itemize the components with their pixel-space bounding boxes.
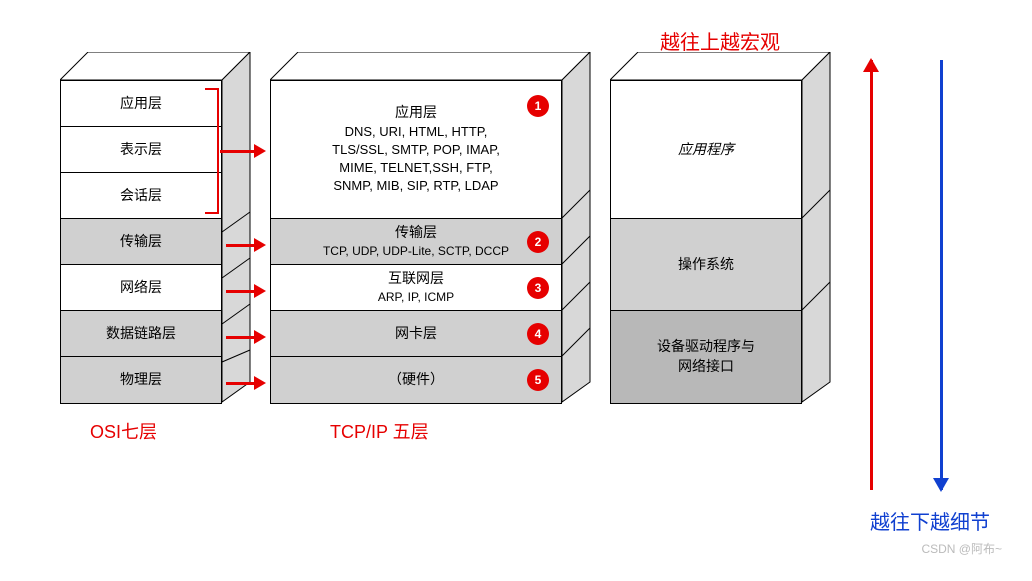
tcpip-layer-nic: 网卡层 4	[271, 311, 561, 357]
arrow-to-hw	[226, 376, 266, 390]
tcpip-front: 应用层 DNS, URI, HTML, HTTP, TLS/SSL, SMTP,…	[270, 80, 562, 404]
tcpip-caption: TCP/IP 五层	[330, 418, 429, 444]
badge-1: 1	[527, 95, 549, 117]
blue-down-arrow	[940, 60, 943, 490]
tcpip-app-title: 应用层	[395, 103, 437, 123]
sys-layer-app: 应用程序	[611, 81, 801, 219]
arrow-to-internet	[226, 284, 266, 298]
badge-5: 5	[527, 369, 549, 391]
osi-column: 应用层 表示层 会话层 传输层 网络层 数据链路层 物理层	[60, 80, 222, 404]
osi-caption: OSI七层	[90, 418, 157, 444]
network-layers-diagram: 应用层 表示层 会话层 传输层 网络层 数据链路层 物理层 应用层 DNS, U…	[20, 20, 1012, 561]
osi-front: 应用层 表示层 会话层 传输层 网络层 数据链路层 物理层	[60, 80, 222, 404]
arrow-bracket-to-app	[220, 144, 266, 158]
tcpip-column: 应用层 DNS, URI, HTML, HTTP, TLS/SSL, SMTP,…	[270, 80, 562, 404]
tcpip-transport-protocols: TCP, UDP, UDP-Lite, SCTP, DCCP	[323, 243, 509, 260]
bracket-top3	[205, 88, 219, 214]
tcpip-layer-app: 应用层 DNS, URI, HTML, HTTP, TLS/SSL, SMTP,…	[271, 81, 561, 219]
osi-layer-presentation: 表示层	[61, 127, 221, 173]
tcpip-internet-protocols: ARP, IP, ICMP	[378, 289, 454, 306]
badge-3: 3	[527, 277, 549, 299]
tcpip-app-protocols: DNS, URI, HTML, HTTP, TLS/SSL, SMTP, POP…	[332, 123, 500, 196]
sys-layer-os: 操作系统	[611, 219, 801, 311]
osi-layer-physical: 物理层	[61, 357, 221, 403]
tcpip-layer-internet: 互联网层 ARP, IP, ICMP 3	[271, 265, 561, 311]
system-column: 应用程序 操作系统 设备驱动程序与 网络接口	[610, 80, 802, 404]
arrow-to-nic	[226, 330, 266, 344]
tcpip-layer-hw: （硬件） 5	[271, 357, 561, 403]
osi-layer-transport: 传输层	[61, 219, 221, 265]
osi-layer-session: 会话层	[61, 173, 221, 219]
osi-layer-datalink: 数据链路层	[61, 311, 221, 357]
sys-layer-driver: 设备驱动程序与 网络接口	[611, 311, 801, 403]
bottom-annotation: 越往下越细节	[870, 506, 990, 535]
osi-layer-app: 应用层	[61, 81, 221, 127]
tcpip-transport-title: 传输层	[395, 223, 437, 243]
arrow-to-transport	[226, 238, 266, 252]
red-up-arrow	[870, 60, 873, 490]
tcpip-internet-title: 互联网层	[388, 269, 444, 289]
badge-4: 4	[527, 323, 549, 345]
badge-2: 2	[527, 231, 549, 253]
top-annotation: 越往上越宏观	[660, 26, 780, 55]
osi-layer-network: 网络层	[61, 265, 221, 311]
tcpip-layer-transport: 传输层 TCP, UDP, UDP-Lite, SCTP, DCCP 2	[271, 219, 561, 265]
watermark: CSDN @阿布~	[921, 540, 1002, 557]
sys-front: 应用程序 操作系统 设备驱动程序与 网络接口	[610, 80, 802, 404]
